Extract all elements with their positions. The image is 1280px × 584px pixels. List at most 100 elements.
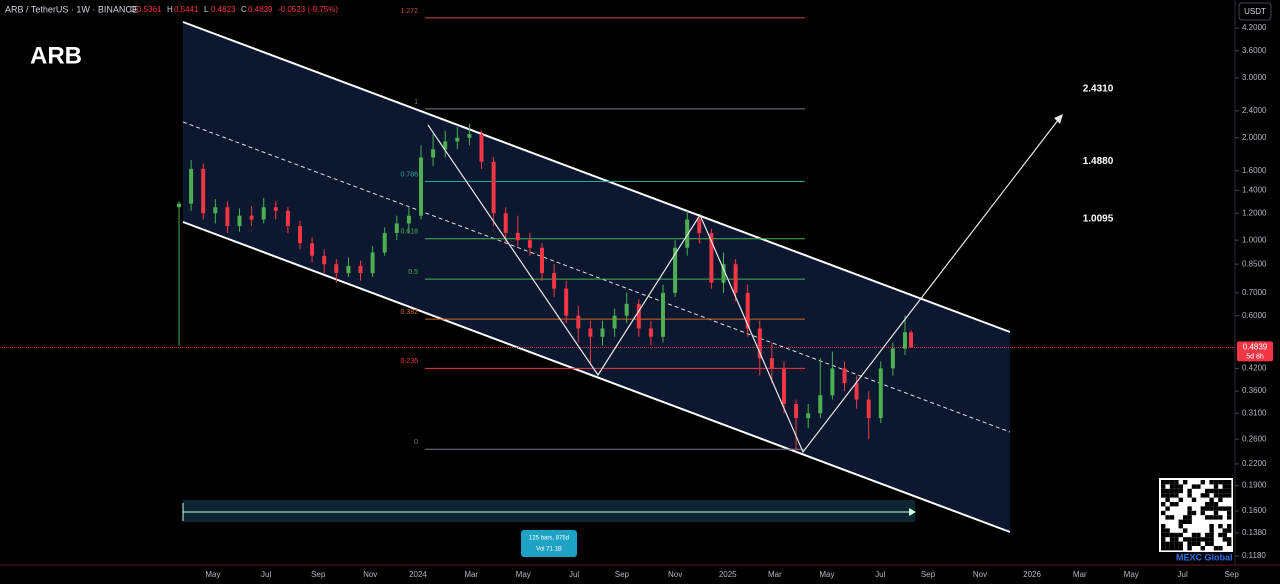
qr-cell	[1200, 546, 1205, 551]
qr-cell	[1183, 515, 1188, 520]
qr-cell	[1218, 532, 1223, 538]
qr-cell	[1218, 515, 1223, 520]
qr-cell	[1178, 546, 1183, 551]
candle-body	[612, 315, 617, 329]
qr-cell	[1209, 537, 1214, 542]
qr-cell	[1187, 541, 1192, 546]
qr-cell	[1209, 528, 1214, 533]
candle-body	[503, 213, 508, 233]
y-axis-bg	[1235, 0, 1280, 584]
qr-cell	[1165, 493, 1170, 498]
qr-cell	[1165, 532, 1170, 538]
qr-cell	[1209, 480, 1214, 485]
x-tick-label: May	[1124, 570, 1139, 579]
qr-cell	[1222, 493, 1227, 498]
candle-body	[491, 161, 496, 214]
qr-cell	[1191, 484, 1197, 489]
candle-body	[261, 207, 266, 220]
qr-cell	[1213, 484, 1219, 489]
qr-cell	[1161, 541, 1166, 546]
qr-cell	[1213, 493, 1219, 498]
measure-box	[183, 500, 915, 522]
candle-body	[527, 240, 532, 248]
candle-body	[177, 203, 182, 208]
axes: 4.2000 3.6000 3.0000 2.4000 2.0000 1.6000 1.40…	[205, 23, 1273, 579]
candle-body	[382, 232, 387, 253]
zigzag	[427, 114, 1063, 454]
candle-body	[648, 328, 653, 337]
y-tick-label: 3.0000	[1242, 73, 1267, 82]
fib-label: 1	[414, 99, 418, 106]
y-tick-label: 0.7000	[1242, 288, 1267, 297]
ohlc-key: O	[130, 5, 136, 14]
unit-button[interactable]	[1238, 2, 1272, 21]
qr-cell	[1174, 541, 1179, 546]
qr-cell	[1191, 532, 1197, 538]
ohlc-key: L	[204, 5, 209, 14]
qr-cell	[1213, 488, 1219, 494]
y-tick-label: 3.6000	[1242, 46, 1267, 55]
qr-cell	[1165, 528, 1170, 533]
qr-cell	[1227, 506, 1232, 511]
candle-body	[406, 215, 411, 224]
y-tick-label: 0.3100	[1242, 408, 1267, 417]
target-label: 1.4880	[1083, 156, 1114, 167]
qr-cell	[1191, 541, 1197, 546]
qr-cell	[1227, 510, 1232, 516]
candles	[177, 123, 914, 452]
candle-body	[733, 264, 738, 293]
header-symbol: ARB / TetherUS · 1W · BINANCE	[5, 4, 138, 14]
candle-body	[745, 292, 750, 329]
candle-body	[697, 219, 702, 233]
qr-cell	[1174, 480, 1179, 485]
qr-cell	[1196, 532, 1201, 538]
qr-cell	[1187, 510, 1192, 516]
qr-cell	[1165, 515, 1170, 520]
candle-body	[370, 252, 375, 274]
qr-cell	[1205, 541, 1210, 546]
candle-body	[709, 232, 714, 283]
candle-body	[878, 368, 883, 419]
candle-body	[346, 265, 351, 274]
qr-cell	[1161, 537, 1166, 542]
target-label: 1.0095	[1083, 213, 1114, 224]
fib-label: 0.236	[400, 358, 418, 365]
candle-body	[358, 265, 363, 274]
qr-cell	[1200, 510, 1205, 516]
unit-label[interactable]: USDT	[1244, 7, 1266, 16]
y-tick-label: 0.8500	[1242, 259, 1267, 268]
candle-body	[237, 215, 242, 227]
qr-cell	[1227, 537, 1232, 542]
candle-body	[781, 368, 786, 404]
ohlc-key: H	[167, 5, 173, 14]
qr-cell	[1213, 506, 1219, 511]
qr-cell	[1187, 493, 1192, 498]
qr-cell	[1209, 541, 1214, 546]
qr-cell	[1227, 524, 1232, 529]
ohlc-key: C	[241, 5, 247, 14]
qr-cell	[1169, 515, 1175, 520]
qr-cell	[1169, 484, 1175, 489]
qr-cell	[1205, 515, 1210, 520]
fib-label: 0	[414, 439, 418, 446]
qr-cell	[1161, 524, 1166, 529]
qr-cell	[1222, 537, 1227, 542]
qr-cell	[1169, 502, 1175, 507]
y-tick-label: 1.0000	[1242, 235, 1267, 244]
candle-body	[310, 243, 315, 256]
qr-cell	[1178, 484, 1183, 489]
candle-body	[660, 292, 665, 337]
y-tick-label: 0.2600	[1242, 434, 1267, 443]
candle-body	[794, 403, 799, 419]
candle-body	[189, 168, 194, 204]
ohlc-value: 0.5441	[174, 5, 199, 14]
y-tick-label: 0.1900	[1242, 481, 1267, 490]
qr-cell	[1178, 519, 1183, 524]
candle-body	[539, 247, 544, 274]
x-tick-label: May	[516, 570, 531, 579]
candle-body	[673, 247, 678, 293]
x-tick-label: Sep	[615, 570, 630, 579]
